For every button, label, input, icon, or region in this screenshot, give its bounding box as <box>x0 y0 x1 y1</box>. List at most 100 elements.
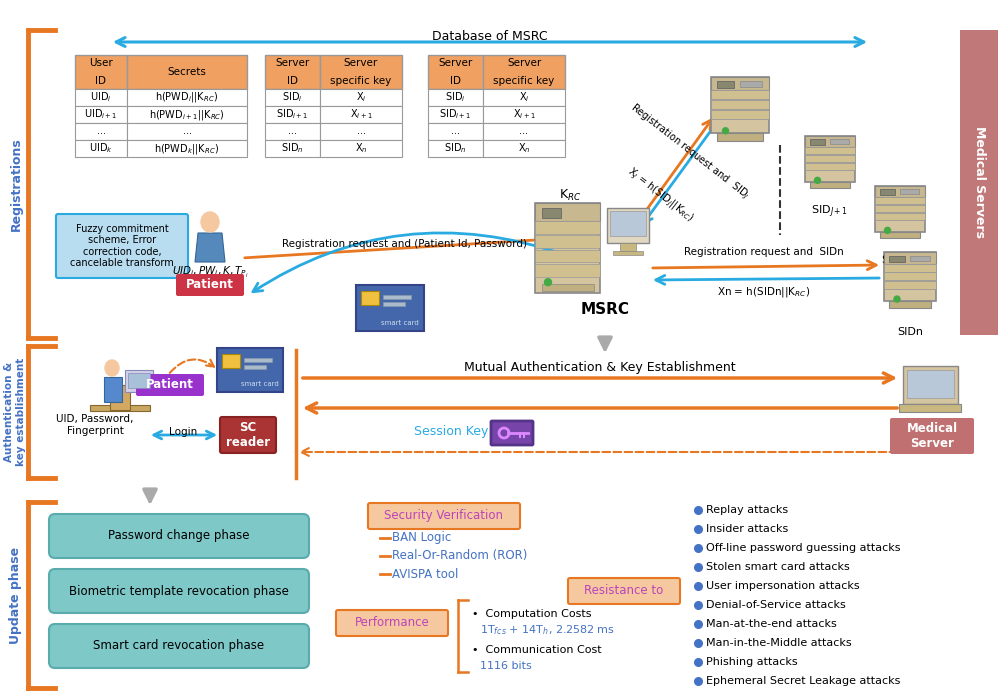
FancyBboxPatch shape <box>336 610 448 636</box>
Text: UID$_k$: UID$_k$ <box>89 142 113 156</box>
Bar <box>428 123 483 140</box>
Bar <box>542 208 561 218</box>
Bar <box>875 185 925 233</box>
Text: Update phase: Update phase <box>9 547 23 644</box>
FancyBboxPatch shape <box>176 274 244 296</box>
Bar <box>217 348 283 392</box>
Text: Database of MSRC: Database of MSRC <box>432 30 548 42</box>
Text: UID$_i$: UID$_i$ <box>90 91 112 104</box>
Bar <box>320 89 402 106</box>
Text: User impersonation attacks: User impersonation attacks <box>706 581 860 591</box>
Bar <box>483 123 565 140</box>
Text: Fuzzy commitment
scheme, Error
correction code,
cancelable transform: Fuzzy commitment scheme, Error correctio… <box>70 224 174 268</box>
Text: User: User <box>89 59 113 69</box>
Bar <box>902 366 958 404</box>
Text: Secrets: Secrets <box>168 67 206 77</box>
Bar <box>711 100 769 109</box>
Text: specific key: specific key <box>493 75 555 86</box>
Text: SC
reader: SC reader <box>226 421 270 449</box>
Bar <box>383 302 405 306</box>
Text: Registration request and  SIDn: Registration request and SIDn <box>684 247 844 257</box>
Polygon shape <box>195 233 225 262</box>
Bar <box>884 273 936 280</box>
Text: Password change phase: Password change phase <box>108 529 250 543</box>
Bar <box>428 89 483 106</box>
FancyBboxPatch shape <box>136 374 204 396</box>
Bar <box>483 55 565 89</box>
Text: SID$_n$: SID$_n$ <box>444 142 467 156</box>
Text: ...: ... <box>96 127 106 136</box>
Bar <box>535 264 600 277</box>
Bar <box>265 89 320 106</box>
Text: SID$_i$: SID$_i$ <box>445 91 466 104</box>
Text: Server: Server <box>507 59 541 69</box>
Text: SIDn: SIDn <box>897 327 923 337</box>
Bar <box>356 285 424 331</box>
Text: $UID_i, PW_i, K, T_{P_i}$: $UID_i, PW_i, K, T_{P_i}$ <box>172 264 248 280</box>
Bar <box>75 123 127 140</box>
Ellipse shape <box>105 360 119 376</box>
Polygon shape <box>104 377 122 402</box>
Bar <box>535 203 600 221</box>
Text: SID$_{i+1}$: SID$_{i+1}$ <box>276 107 309 121</box>
Circle shape <box>814 177 820 183</box>
Bar <box>535 221 600 234</box>
Bar <box>265 106 320 123</box>
Bar <box>884 264 936 272</box>
Text: ...: ... <box>288 127 297 136</box>
Bar <box>90 405 150 411</box>
Bar <box>265 55 320 89</box>
Text: Off-line password guessing attacks: Off-line password guessing attacks <box>706 543 900 553</box>
Bar <box>960 30 998 335</box>
Text: h(PWD$_k$||K$_{RC}$): h(PWD$_k$||K$_{RC}$) <box>154 141 220 156</box>
Text: X$_i$: X$_i$ <box>356 91 366 104</box>
Bar <box>110 385 130 410</box>
Bar <box>889 255 905 262</box>
Text: ID: ID <box>96 75 106 86</box>
Bar <box>75 140 127 157</box>
FancyBboxPatch shape <box>368 503 520 529</box>
Text: Registration request and (Patient Id, Password): Registration request and (Patient Id, Pa… <box>283 239 528 249</box>
Bar <box>127 89 247 106</box>
Text: AVISPA tool: AVISPA tool <box>392 567 458 581</box>
Text: Stolen smart card attacks: Stolen smart card attacks <box>706 562 850 572</box>
Bar <box>320 140 402 157</box>
Bar <box>805 147 855 154</box>
Bar <box>875 213 925 221</box>
Text: Registration request and  SID$_J$: Registration request and SID$_J$ <box>627 101 753 203</box>
Text: Server: Server <box>275 59 310 69</box>
FancyBboxPatch shape <box>49 514 309 558</box>
Bar <box>127 106 247 123</box>
Text: BAN Logic: BAN Logic <box>392 531 451 545</box>
Bar <box>125 370 153 392</box>
Text: •  Communication Cost: • Communication Cost <box>472 645 602 655</box>
Bar <box>889 301 931 307</box>
Bar <box>875 197 925 204</box>
Circle shape <box>722 128 728 134</box>
Text: Server: Server <box>344 59 378 69</box>
Bar <box>884 281 936 289</box>
Text: Medical Servers: Medical Servers <box>972 126 986 238</box>
Text: ...: ... <box>356 127 366 136</box>
Bar <box>320 55 402 89</box>
Bar <box>265 123 320 140</box>
Text: 1116 bits: 1116 bits <box>480 661 532 671</box>
Text: ...: ... <box>182 127 192 136</box>
Text: Registrations: Registrations <box>9 137 23 231</box>
Circle shape <box>885 228 891 233</box>
Bar <box>75 106 127 123</box>
FancyBboxPatch shape <box>49 624 309 668</box>
Text: ID: ID <box>287 75 298 86</box>
Text: UID$_{i+1}$: UID$_{i+1}$ <box>84 107 118 121</box>
Bar <box>805 136 855 147</box>
Text: •  Computation Costs: • Computation Costs <box>472 609 592 619</box>
Bar <box>607 208 649 243</box>
Text: Ephemeral Secret Leakage attacks: Ephemeral Secret Leakage attacks <box>706 676 900 686</box>
Bar <box>613 251 643 255</box>
Bar <box>428 106 483 123</box>
Text: Real-Or-Random (ROR): Real-Or-Random (ROR) <box>392 549 527 563</box>
Circle shape <box>544 279 552 286</box>
Ellipse shape <box>201 212 219 232</box>
Bar <box>620 243 636 251</box>
Bar <box>884 253 936 301</box>
